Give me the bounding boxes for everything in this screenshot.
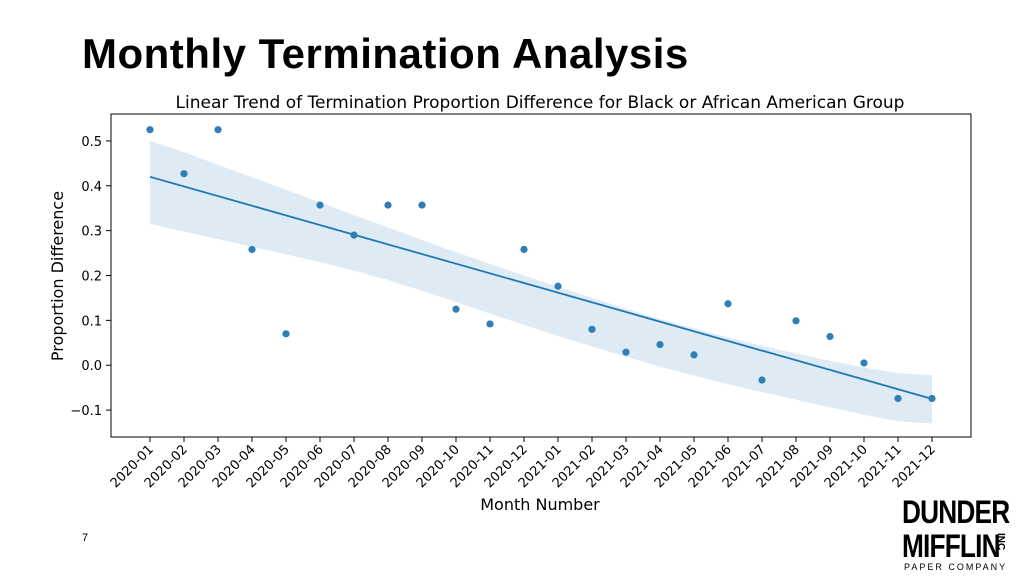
company-logo: DUNDER MIFFLIN INC PAPER COMPANY <box>902 500 1022 572</box>
y-tick-label: −0.1 <box>70 404 102 419</box>
data-point-2021-01 <box>554 283 561 290</box>
data-point-2021-09 <box>826 333 833 340</box>
y-tick-label: 0.4 <box>81 180 102 195</box>
y-tick-label: 0.1 <box>81 314 102 329</box>
trend-line-layer <box>150 177 932 399</box>
data-point-2021-11 <box>894 395 901 402</box>
x-axis: 2020-012020-022020-032020-042020-052020-… <box>108 437 939 491</box>
data-point-2021-05 <box>690 351 697 358</box>
data-point-2020-04 <box>248 246 255 253</box>
data-point-2021-07 <box>758 376 765 383</box>
data-point-2020-11 <box>486 320 493 327</box>
confidence-band <box>150 141 932 424</box>
data-point-2021-04 <box>656 341 663 348</box>
data-point-2020-10 <box>452 306 459 313</box>
y-axis: 0.5 0.4 0.3 0.2 0.1 0.0 −0.1 <box>70 135 111 419</box>
data-point-2021-06 <box>724 300 731 307</box>
data-point-2020-02 <box>180 170 187 177</box>
y-tick-label: 0.3 <box>81 225 102 240</box>
data-point-2020-03 <box>214 126 221 133</box>
logo-line-1: DUNDER <box>902 496 1009 528</box>
confidence-band-layer <box>150 141 932 424</box>
y-tick-label: 0.5 <box>81 135 102 150</box>
y-axis-label: Proportion Difference <box>48 191 67 361</box>
data-point-2020-08 <box>384 201 391 208</box>
y-tick-label: 0.2 <box>81 270 102 285</box>
data-point-2021-08 <box>792 317 799 324</box>
data-point-2021-10 <box>860 359 867 366</box>
trend-line <box>150 177 932 399</box>
chart-title: Linear Trend of Termination Proportion D… <box>176 93 905 113</box>
y-tick-label: 0.0 <box>81 359 102 374</box>
data-point-2021-03 <box>622 349 629 356</box>
page-number: 7 <box>82 532 88 544</box>
data-point-2020-09 <box>418 201 425 208</box>
data-point-2021-12 <box>928 395 935 402</box>
data-point-2020-05 <box>282 330 289 337</box>
data-point-2021-02 <box>588 326 595 333</box>
data-point-2020-12 <box>520 246 527 253</box>
logo-tagline: PAPER COMPANY <box>904 562 1007 572</box>
logo-line-2: MIFFLIN <box>902 530 1000 562</box>
data-point-2020-01 <box>146 126 153 133</box>
data-point-2020-07 <box>350 232 357 239</box>
x-axis-label: Month Number <box>480 495 600 514</box>
data-point-2020-06 <box>316 201 323 208</box>
logo-inc: INC <box>995 533 1006 550</box>
